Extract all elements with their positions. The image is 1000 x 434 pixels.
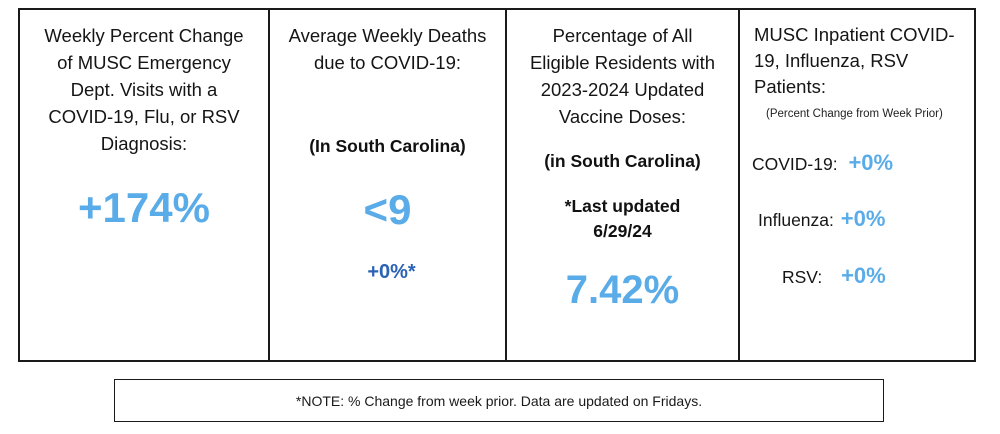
heading-line: 2023-2024 Updated (540, 79, 705, 100)
stat-covid: COVID-19: +0% (752, 150, 893, 176)
inpatient-note: (Percent Change from Week Prior) (766, 108, 943, 120)
stat-label: Influenza: (758, 210, 834, 230)
deaths-region: (In South Carolina) (309, 136, 466, 156)
footer-note-box: *NOTE: % Change from week prior. Data ar… (114, 379, 884, 422)
heading-line: due to COVID-19: (313, 52, 462, 73)
stat-value: +0% (840, 206, 886, 231)
updated-line: 6/29/24 (593, 221, 652, 241)
inpatient-panel: MUSC Inpatient COVID- 19, Influenza, RSV… (738, 10, 974, 360)
heading-line: Dept. Visits with a (70, 79, 218, 100)
stat-value: +0% (841, 263, 886, 288)
stats-panel-row: Weekly Percent Change of MUSC Emergency … (18, 8, 976, 362)
heading-line: of MUSC Emergency (57, 52, 231, 73)
ed-visits-heading: Weekly Percent Change of MUSC Emergency … (20, 22, 268, 157)
vaccine-panel: Percentage of All Eligible Residents wit… (505, 10, 738, 360)
heading-line: Eligible Residents with (529, 52, 716, 73)
heading-line: Percentage of All (552, 25, 693, 46)
heading-line: COVID-19, Flu, or RSV (48, 106, 240, 127)
vaccine-value: 7.42% (565, 268, 680, 312)
vaccine-updated: *Last updated 6/29/24 (507, 194, 738, 244)
stat-label: COVID-19: (752, 154, 838, 174)
deaths-change: +0%* (367, 261, 416, 283)
heading-line: Diagnosis: (100, 133, 188, 154)
deaths-panel: Average Weekly Deaths due to COVID-19: (… (268, 10, 505, 360)
heading-line: 19, Influenza, RSV (754, 50, 909, 71)
heading-line: MUSC Inpatient COVID- (754, 24, 955, 45)
ed-visits-value: +174% (78, 184, 210, 231)
stat-rsv: RSV: +0% (782, 263, 886, 289)
vaccine-region: (in South Carolina) (544, 151, 701, 171)
heading-line: Weekly Percent Change (44, 25, 244, 46)
stat-value: +0% (848, 150, 894, 175)
deaths-value: <9 (363, 186, 412, 233)
inpatient-heading: MUSC Inpatient COVID- 19, Influenza, RSV… (740, 22, 974, 100)
footer-note: *NOTE: % Change from week prior. Data ar… (295, 392, 703, 409)
heading-line: Vaccine Doses: (558, 106, 687, 127)
deaths-heading: Average Weekly Deaths due to COVID-19: (270, 22, 505, 76)
ed-visits-panel: Weekly Percent Change of MUSC Emergency … (20, 10, 268, 360)
vaccine-heading: Percentage of All Eligible Residents wit… (507, 22, 738, 130)
stat-influenza: Influenza: +0% (758, 206, 885, 232)
updated-line: *Last updated (564, 196, 681, 216)
heading-line: Patients: (754, 76, 826, 97)
stat-label: RSV: (782, 267, 823, 287)
heading-line: Average Weekly Deaths (288, 25, 487, 46)
